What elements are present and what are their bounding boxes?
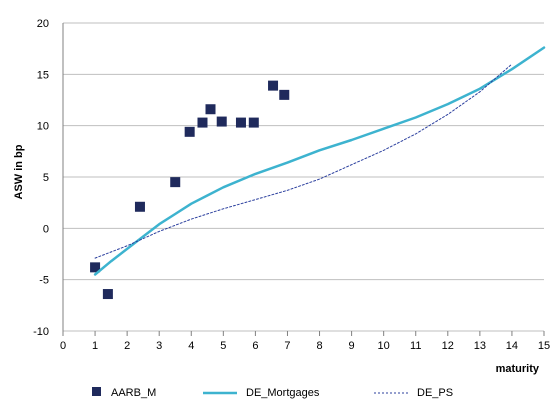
data-point-aarb-m [248, 117, 259, 128]
legend-label-aarb-m: AARB_M [111, 387, 156, 399]
data-point-aarb-m [197, 117, 208, 128]
data-point-aarb-m [134, 201, 145, 212]
data-point-aarb-m [205, 104, 216, 115]
legend: AARB_M DE_Mortgages DE_PS [92, 387, 453, 399]
x-tick-label: 11 [410, 340, 421, 352]
y-tick-label: 15 [37, 69, 49, 81]
data-point-aarb-m [268, 80, 279, 91]
y-tick-label: -10 [33, 326, 49, 338]
y-tick-label: -5 [39, 275, 49, 287]
x-tick-label: 3 [156, 340, 162, 352]
plot-series [90, 46, 546, 300]
legend-item-aarb-m: AARB_M [92, 387, 156, 399]
data-point-aarb-m [90, 262, 101, 273]
x-tick-label: 8 [316, 340, 322, 352]
x-tick-label: 15 [538, 340, 550, 352]
data-point-aarb-m [216, 116, 227, 127]
legend-item-de-ps: DE_PS [374, 387, 453, 399]
series-line-de-mortgages [93, 46, 546, 276]
y-tick-label: 5 [43, 172, 49, 184]
legend-item-de-mortgages: DE_Mortgages [203, 387, 320, 399]
x-tick-label: 14 [506, 340, 518, 352]
legend-label-de-mortgages: DE_Mortgages [246, 387, 320, 399]
axes [62, 23, 545, 336]
grid-lines [63, 22, 544, 332]
x-tick-label: 13 [474, 340, 486, 352]
y-tick-label: 20 [37, 18, 49, 30]
data-point-aarb-m [170, 177, 181, 188]
x-tick-label: 9 [349, 340, 355, 352]
data-point-aarb-m [184, 126, 195, 137]
data-point-aarb-m [279, 89, 290, 100]
x-tick-label: 12 [442, 340, 454, 352]
x-tick-label: 5 [220, 340, 226, 352]
x-tick-label: 7 [284, 340, 290, 352]
data-point-aarb-m [102, 289, 113, 300]
x-tick-label: 10 [378, 340, 390, 352]
x-tick-label: 6 [252, 340, 258, 352]
x-tick-label: 0 [60, 340, 66, 352]
legend-label-de-ps: DE_PS [417, 387, 453, 399]
y-tick-label: 0 [43, 223, 49, 235]
legend-marker-aarb-m [92, 387, 101, 396]
y-axis-title: ASW in bp [13, 144, 25, 199]
x-tick-label: 2 [124, 340, 130, 352]
series-line-de-ps [94, 63, 513, 259]
x-tick-label: 4 [188, 340, 194, 352]
x-tick-label: 1 [92, 340, 98, 352]
x-axis-title: maturity [496, 363, 540, 375]
data-point-aarb-m [235, 117, 246, 128]
y-tick-label: 10 [37, 121, 49, 133]
